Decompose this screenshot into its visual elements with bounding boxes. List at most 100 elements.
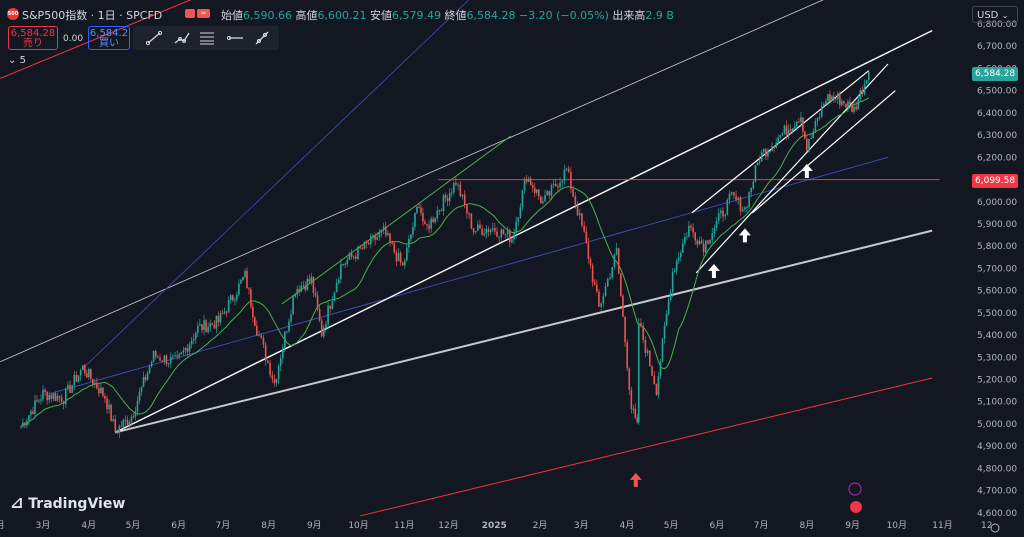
candle-body	[333, 292, 336, 302]
candle-body	[288, 321, 290, 332]
arrow-up-icon	[738, 228, 751, 243]
gray-support-line[interactable]	[115, 229, 933, 434]
indicators-toggle[interactable]: ⌄ 5	[8, 55, 26, 66]
candle-body	[264, 344, 267, 361]
candle-body	[344, 263, 346, 265]
candle-body	[540, 196, 542, 204]
spread-value: 0.00	[63, 34, 84, 44]
currency-select[interactable]: USD ⌄	[972, 6, 1018, 23]
lightning-icon[interactable]	[848, 482, 862, 496]
candle-body	[694, 232, 696, 241]
horizontal-ray-icon[interactable]	[226, 30, 244, 46]
candle-body	[314, 292, 317, 296]
candle-body	[252, 306, 254, 318]
multi-point-icon[interactable]	[173, 30, 191, 46]
candle-body	[491, 228, 494, 230]
candle-body	[444, 195, 447, 198]
candle-body	[194, 333, 197, 339]
buy-button[interactable]: 6,584.2 買い	[88, 26, 130, 50]
candle-body	[554, 183, 557, 187]
blue-trend-line[interactable]	[48, 156, 889, 395]
candle-body	[548, 191, 551, 196]
blue-steep-line[interactable]	[82, 0, 486, 369]
candle-body	[630, 390, 633, 410]
upper-channel-line[interactable]	[0, 0, 925, 363]
candle-body	[646, 350, 649, 353]
candle-body	[231, 295, 234, 301]
candle-body	[513, 232, 515, 240]
line-tool-icon[interactable]	[145, 30, 163, 46]
candle-body	[304, 285, 307, 290]
candle-body	[96, 382, 98, 389]
candle-body	[134, 411, 137, 417]
symbol-title[interactable]: S&P500指数 · 1日 · SPCFD	[22, 9, 163, 22]
candle-body	[823, 103, 825, 106]
candle-body	[800, 117, 802, 123]
settings-icon[interactable]	[990, 523, 1000, 533]
green-channel-line[interactable]	[281, 135, 511, 305]
candle-body	[515, 221, 517, 233]
candle-body	[92, 378, 94, 385]
y-tick-label: 5,600.00	[977, 287, 1017, 297]
high-label: 高値	[295, 9, 318, 22]
candle-body	[331, 301, 334, 309]
wedge-bottom-line[interactable]	[751, 90, 896, 214]
candle-body	[94, 382, 96, 385]
candle-body	[773, 146, 775, 148]
candle-body	[777, 137, 780, 144]
candle-body	[570, 171, 572, 190]
flag-icon[interactable]	[185, 9, 195, 18]
candle-body	[615, 248, 618, 255]
candle-body	[184, 347, 187, 351]
candle-body	[281, 347, 284, 359]
candle-body	[36, 400, 38, 402]
candle-body	[402, 262, 404, 266]
candle-body	[132, 416, 135, 418]
candle-body	[84, 365, 86, 374]
candle-body	[384, 226, 387, 236]
candle-body	[542, 201, 544, 204]
candle-body	[722, 210, 724, 217]
red-upper-line[interactable]	[0, 0, 229, 79]
candle-body	[519, 207, 522, 218]
flag-icon[interactable]	[850, 501, 862, 513]
candle-body	[814, 120, 817, 132]
candle-body	[240, 280, 242, 284]
upper-rising-wedge-line[interactable]	[691, 70, 870, 214]
candle-body	[533, 187, 536, 193]
candle-body	[142, 377, 145, 387]
market-status-icon[interactable]: ≈	[197, 9, 210, 18]
trend-tool-icon[interactable]	[253, 30, 271, 46]
buy-label: 買い	[99, 38, 119, 49]
candle-body	[466, 204, 468, 214]
candle-body	[754, 165, 757, 182]
candle-body	[600, 303, 602, 307]
candle-body	[186, 347, 189, 352]
sell-button[interactable]: 6,584.28 売り	[8, 26, 58, 50]
candle-body	[504, 234, 507, 236]
arrow-up-icon	[800, 163, 813, 178]
main-white-trend[interactable]	[114, 30, 933, 434]
candle-body	[404, 260, 406, 266]
candle-body	[363, 241, 366, 249]
candle-body	[474, 231, 477, 233]
candle-body	[271, 375, 274, 379]
candle-body	[557, 186, 559, 188]
candle-body	[73, 374, 76, 386]
candle-body	[651, 366, 653, 376]
candle-body	[810, 138, 812, 140]
x-tick-label: 5月	[126, 520, 141, 531]
wedge-top-line[interactable]	[695, 63, 889, 274]
candle-body	[273, 378, 276, 383]
fib-lines-icon[interactable]	[198, 30, 216, 46]
red-lower-line[interactable]	[359, 377, 933, 517]
candle-body	[167, 362, 170, 365]
candle-body	[585, 231, 588, 243]
candle-body	[806, 138, 808, 152]
candle-body	[675, 260, 678, 271]
candle-body	[104, 395, 106, 399]
candle-body	[831, 96, 833, 102]
candle-body	[376, 237, 379, 240]
candle-body	[67, 384, 69, 389]
